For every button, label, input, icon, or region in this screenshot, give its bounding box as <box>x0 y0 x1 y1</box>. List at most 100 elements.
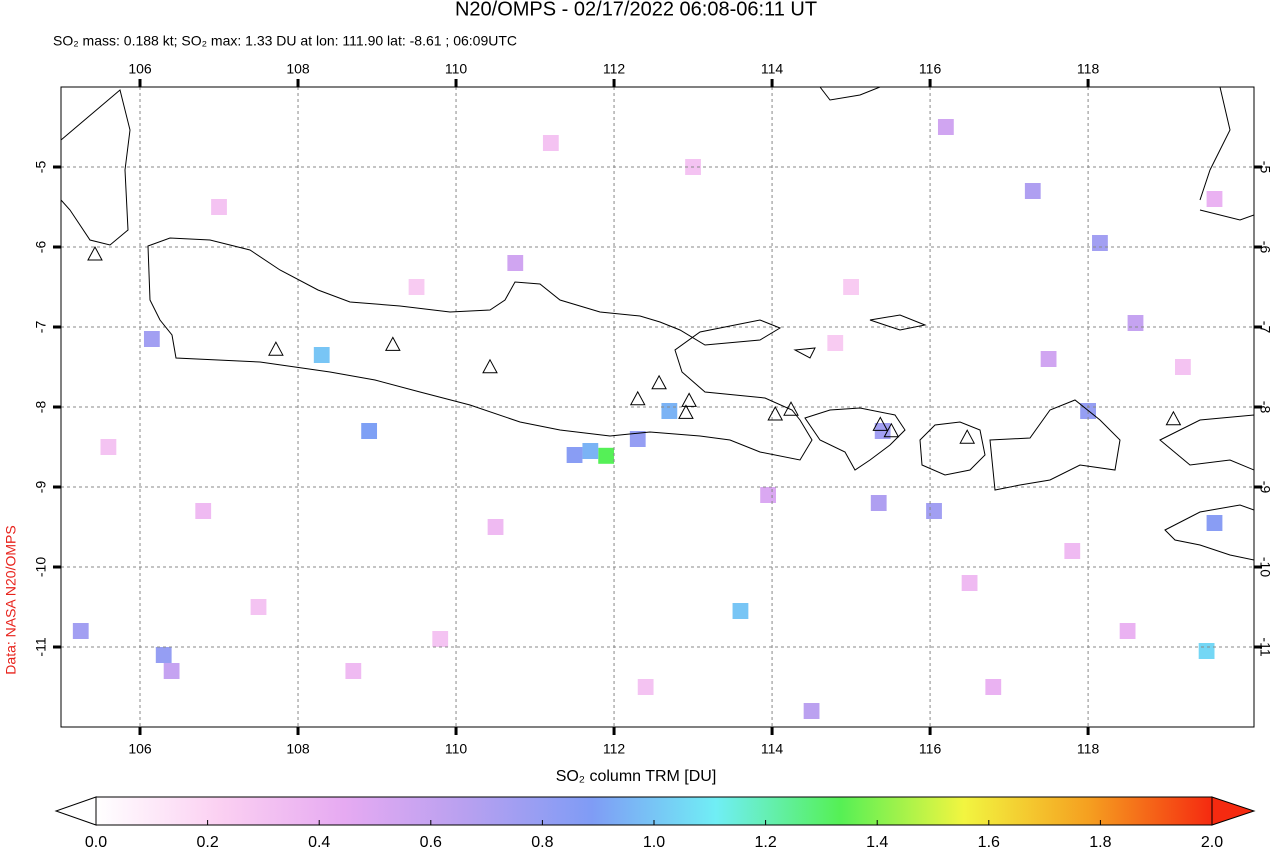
so2-pixel <box>629 431 646 447</box>
so2-pixel <box>432 631 449 647</box>
so2-pixel <box>542 135 559 151</box>
so2-pixel <box>1040 351 1057 367</box>
so2-pixel <box>1127 315 1144 331</box>
so2-pixel <box>827 335 844 351</box>
chart-subtitle: SO₂ mass: 0.188 kt; SO₂ max: 1.33 DU at … <box>53 33 517 49</box>
so2-pixel <box>937 119 954 135</box>
colorbar-tick-label: 0.8 <box>531 834 553 851</box>
y-tick-label: -10 <box>33 557 49 577</box>
coastline-java <box>147 237 813 461</box>
x-tick-label: 118 <box>1077 61 1100 77</box>
y-tick-label: -9 <box>1257 481 1272 494</box>
so2-pixel <box>1024 183 1041 199</box>
so2-pixel <box>870 495 887 511</box>
colorbar-label: SO₂ column TRM [DU] <box>556 768 717 785</box>
so2-pixel <box>582 443 599 459</box>
so2-pixel <box>408 279 425 295</box>
coastline-madura <box>793 314 927 359</box>
so2-pixel <box>487 519 504 535</box>
volcano-marker <box>1165 410 1182 426</box>
colorbar-tick-label: 0.0 <box>85 834 107 851</box>
volcano-marker <box>767 405 784 421</box>
volcano-marker <box>651 374 667 390</box>
x-tick-label: 110 <box>445 61 468 77</box>
colorbar-tick-label: 2.0 <box>1201 834 1223 851</box>
so2-pixel <box>760 487 777 503</box>
colorbar-tick-label: 1.0 <box>643 834 665 851</box>
y-tick-label: -7 <box>33 321 49 334</box>
so2-pixel <box>163 663 180 679</box>
coastline-flores <box>1159 414 1254 471</box>
volcano-marker <box>959 429 976 444</box>
so2-pixel <box>661 403 678 419</box>
so2-pixel <box>566 447 583 463</box>
volcano-marker <box>629 390 646 406</box>
x-tick-label: 118 <box>1077 741 1100 757</box>
colorbar-tick-label: 1.8 <box>1089 834 1111 851</box>
x-tick-label: 108 <box>286 61 310 77</box>
chart-title: N20/OMPS - 02/17/2022 06:08-06:11 UT <box>455 0 817 20</box>
map-area <box>61 87 1254 727</box>
so2-pixel <box>1198 643 1215 659</box>
so2-pixel <box>195 503 212 519</box>
volcano-marker <box>883 422 900 438</box>
volcano-marker <box>87 245 103 261</box>
so2-pixel <box>250 599 267 615</box>
so2-pixel <box>100 439 117 455</box>
coastline-lombok <box>919 421 986 476</box>
volcano-marker <box>783 401 799 416</box>
colorbar-tick-label: 0.4 <box>308 834 330 851</box>
so2-pixel <box>985 679 1002 695</box>
y-tick-label: -11 <box>33 637 49 656</box>
x-tick-label: 112 <box>603 61 626 77</box>
colorbar-under <box>54 796 97 826</box>
x-tick-label: 116 <box>919 741 942 757</box>
x-tick-label: 116 <box>919 61 942 77</box>
coastline-kalimantan <box>819 87 1254 221</box>
volcano-marker <box>678 404 694 419</box>
so2-pixel <box>843 279 859 295</box>
x-tick-label: 106 <box>128 61 152 77</box>
y-tick-label: -10 <box>1257 557 1272 577</box>
so2-pixel <box>345 663 362 679</box>
coastlines <box>61 87 1254 561</box>
so2-pixel <box>1206 515 1223 531</box>
so2-pixel <box>1206 191 1223 207</box>
colorbar-tick-label: 0.2 <box>196 834 218 851</box>
so2-pixel <box>143 331 160 347</box>
volcano-marker <box>681 392 697 407</box>
colorbar-tick-label: 1.6 <box>978 834 1000 851</box>
volcano-marker <box>482 358 498 374</box>
x-tick-label: 108 <box>286 741 310 757</box>
so2-pixel <box>155 647 172 663</box>
data-source-note: Data: NASA N20/OMPS <box>3 525 19 674</box>
so2-pixel <box>1092 235 1108 251</box>
y-tick-label: -5 <box>1257 161 1272 174</box>
so2-pixel <box>803 703 820 719</box>
colorbar-tick-label: 1.2 <box>754 834 776 851</box>
coastline-sumba <box>1164 504 1254 561</box>
y-tick-label: -8 <box>1257 401 1272 414</box>
x-tick-label: 114 <box>761 741 784 757</box>
x-tick-label: 112 <box>603 741 626 757</box>
x-tick-label: 106 <box>128 741 152 757</box>
so2-pixel <box>926 503 942 519</box>
so2-pixel <box>637 679 654 695</box>
y-tick-label: -9 <box>33 481 49 494</box>
volcano-marker <box>872 416 889 431</box>
so2-pixel <box>1119 623 1136 639</box>
coastline-sumatra <box>61 89 131 246</box>
y-tick-label: -8 <box>33 401 49 414</box>
so2-pixel <box>1064 543 1081 559</box>
so2-pixel <box>361 423 378 439</box>
so2-pixel <box>211 199 227 215</box>
coastline-sumbawa <box>989 399 1121 491</box>
coastline-bali <box>804 407 906 471</box>
so2-pixel <box>507 255 524 271</box>
y-tick-label: -5 <box>33 161 49 174</box>
colorbar-over <box>1211 796 1256 826</box>
colorbar-tick-label: 1.4 <box>866 834 888 851</box>
y-tick-label: -6 <box>33 241 49 254</box>
so2-pixel <box>874 423 891 439</box>
y-tick-label: -11 <box>1257 637 1272 656</box>
